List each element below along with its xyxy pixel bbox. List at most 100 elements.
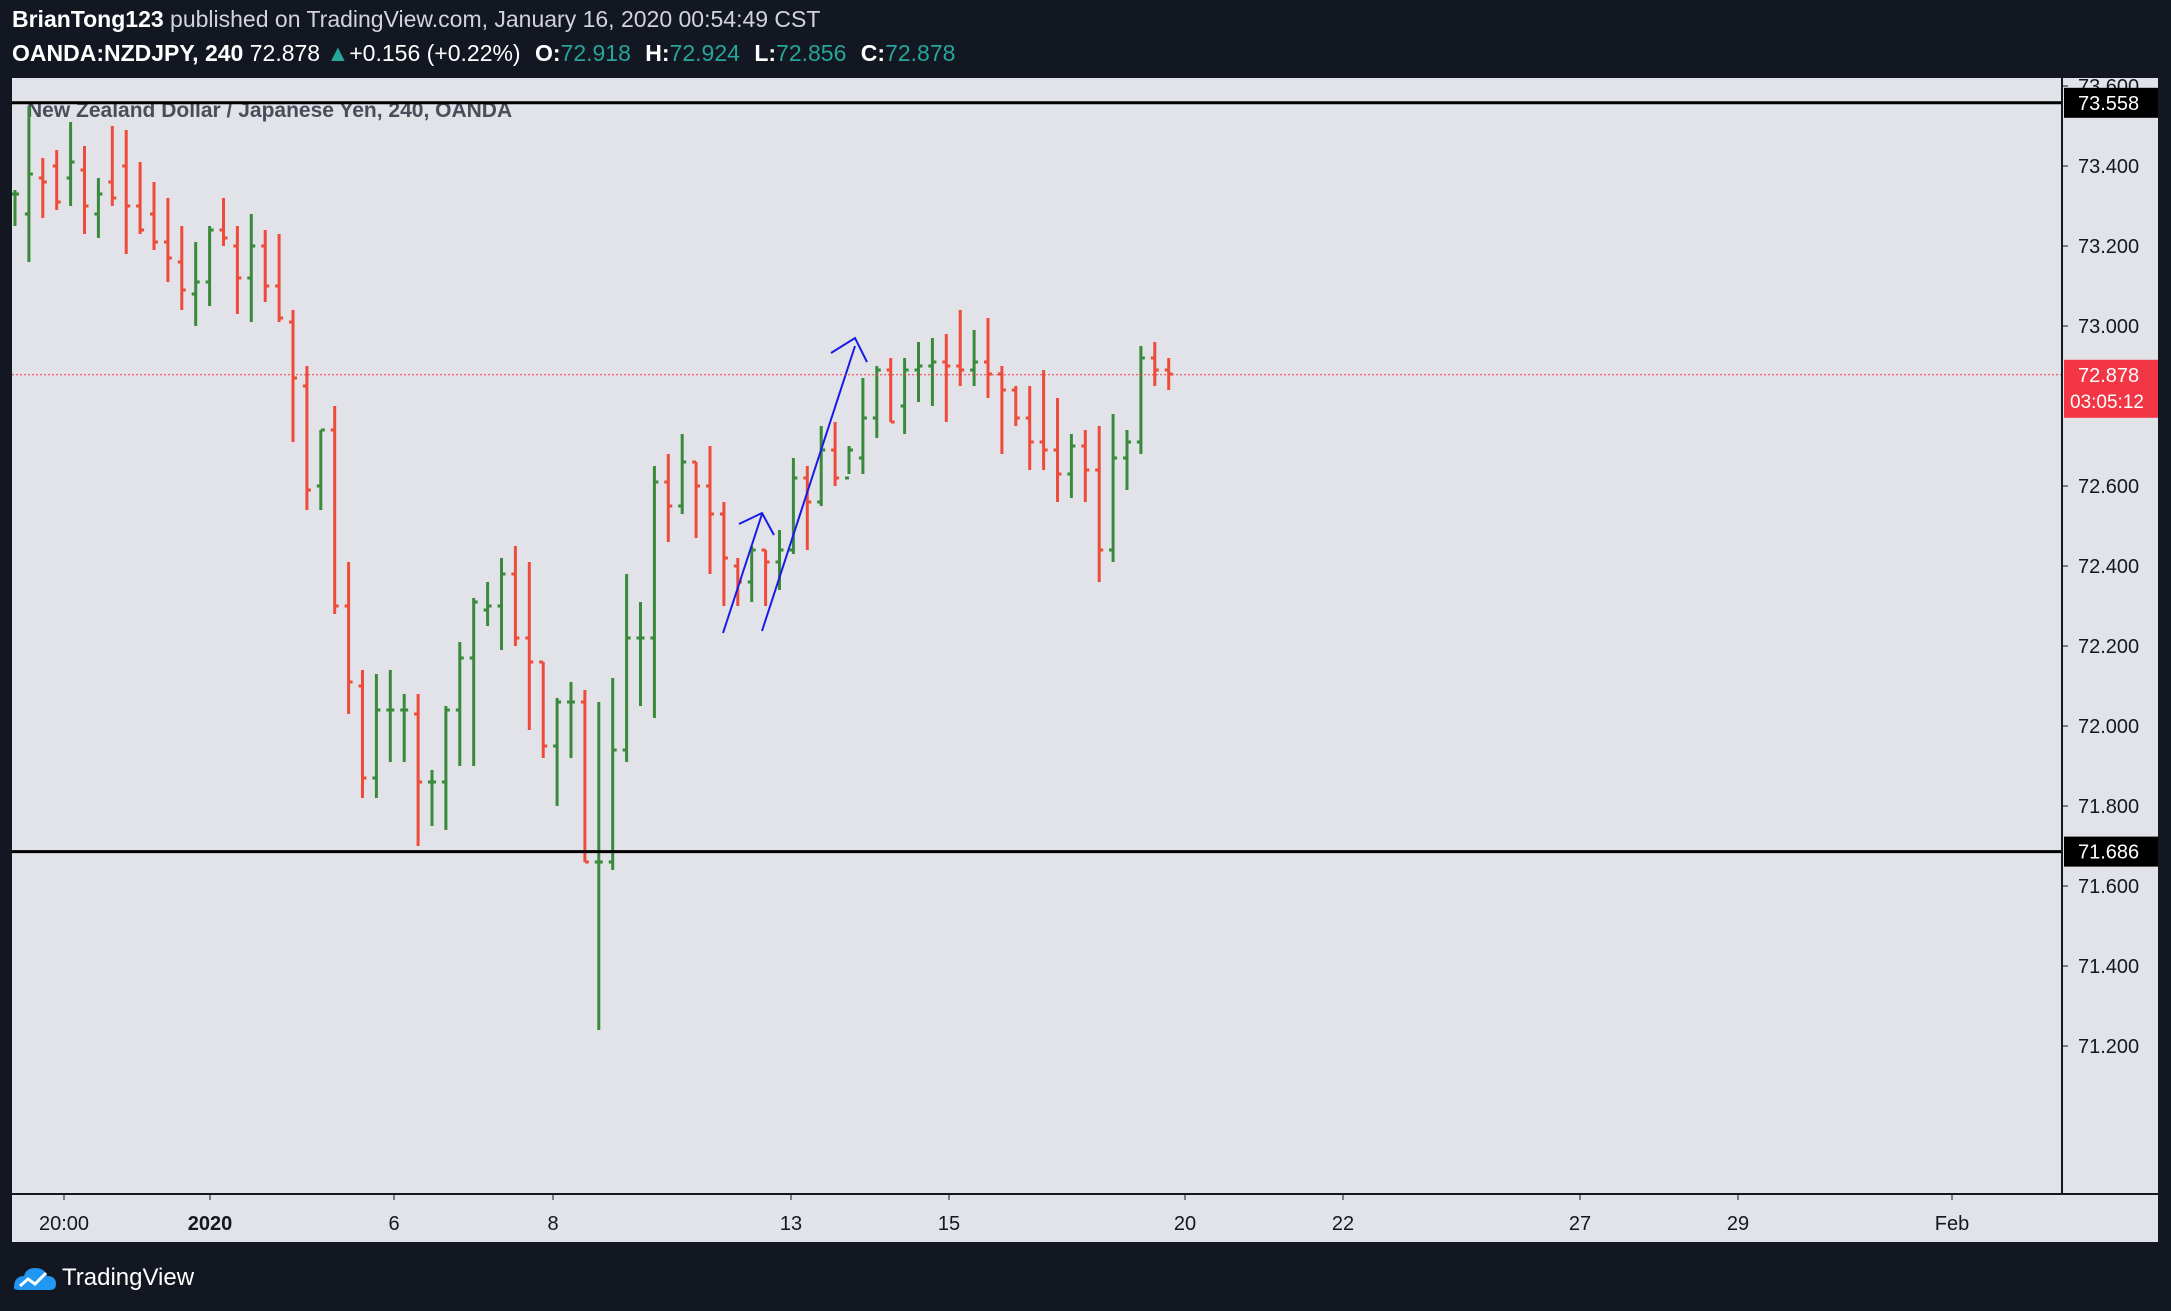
ohlc-bar bbox=[205, 226, 214, 306]
price-chart[interactable]: New Zealand Dollar / Japanese Yen, 240, … bbox=[11, 0, 2158, 1242]
low-label: L: bbox=[754, 40, 777, 66]
line-price-tag bbox=[2064, 87, 2158, 118]
line-price-tag-label: 71.686 bbox=[2078, 842, 2139, 864]
time-axis-labels: 20:00 2020 6 8 13 15 20 22 27 29 Feb bbox=[39, 1194, 1969, 1235]
ohlc-bar bbox=[136, 162, 145, 234]
ohlc-bar bbox=[845, 446, 853, 480]
y-tick-label: 73.000 bbox=[2078, 316, 2139, 338]
price-tags: 73.558 71.686 72.878 03:05:12 bbox=[2064, 87, 2158, 867]
bar-countdown-label: 03:05:12 bbox=[2070, 392, 2144, 413]
ohlc-bar bbox=[441, 706, 450, 830]
ohlc-bar bbox=[38, 158, 47, 218]
ohlc-bar bbox=[66, 122, 75, 206]
publish-info: BrianTong123 published on TradingView.co… bbox=[12, 6, 820, 33]
ohlc-bar bbox=[580, 690, 589, 864]
price-axis[interactable] bbox=[2062, 78, 2158, 1242]
ohlc-bar bbox=[858, 378, 867, 474]
open-label: O: bbox=[534, 40, 561, 66]
low-value: 72.856 bbox=[776, 40, 847, 66]
x-tick-label: 15 bbox=[938, 1213, 960, 1235]
tradingview-logo-icon[interactable] bbox=[12, 1262, 58, 1292]
ohlc-bar bbox=[831, 422, 840, 486]
y-tick-label: 73.400 bbox=[2078, 156, 2139, 178]
ohlc-bar bbox=[289, 310, 297, 442]
ohlc-bar bbox=[997, 366, 1006, 454]
chart-area[interactable]: New Zealand Dollar / Japanese Yen, 240, … bbox=[11, 0, 2158, 1242]
price-axis-labels: 73.80073.60073.40073.20073.00072.60072.4… bbox=[2062, 0, 2139, 1058]
high-value: 72.924 bbox=[669, 40, 740, 66]
ohlc-bar bbox=[706, 446, 714, 574]
header: BrianTong123 published on TradingView.co… bbox=[0, 0, 2171, 78]
ohlc-bar bbox=[1150, 342, 1159, 386]
y-tick-label: 71.400 bbox=[2078, 956, 2139, 978]
ohlc-bar bbox=[1053, 398, 1062, 502]
arrow-small-head[interactable] bbox=[738, 511, 775, 536]
ohlc-bar bbox=[803, 466, 812, 550]
ohlc-bar bbox=[900, 358, 909, 434]
y-tick-label: 72.000 bbox=[2078, 716, 2139, 738]
ohlc-bar bbox=[789, 458, 798, 554]
ohlc-bar bbox=[650, 466, 659, 718]
price-bars bbox=[11, 106, 1173, 1030]
ohlc-bar bbox=[942, 334, 951, 422]
ohlc-bar bbox=[525, 562, 534, 730]
close-value: 72.878 bbox=[885, 40, 956, 66]
ohlc-bar bbox=[233, 226, 242, 314]
ohlc-bar bbox=[302, 366, 311, 510]
x-tick-label: 20 bbox=[1174, 1213, 1196, 1235]
line-price-tag-label: 73.558 bbox=[2078, 93, 2139, 115]
ohlc-bar bbox=[636, 602, 645, 706]
ohlc-bar bbox=[747, 546, 756, 602]
last-price-tag bbox=[2064, 359, 2158, 418]
symbol-info: OANDA:NZDJPY, 240 72.878 ▲+0.156 (+0.22%… bbox=[12, 40, 955, 67]
ohlc-bar bbox=[52, 150, 61, 210]
close-label: C: bbox=[860, 40, 886, 66]
chart-title: New Zealand Dollar / Japanese Yen, 240, … bbox=[27, 99, 512, 122]
ohlc-bar bbox=[483, 582, 492, 626]
tradingview-brand[interactable]: TradingView bbox=[62, 1264, 195, 1291]
ohlc-bar bbox=[344, 562, 353, 714]
ohlc-bar bbox=[872, 366, 881, 438]
ohlc-bar bbox=[1123, 430, 1131, 490]
ohlc-bar bbox=[761, 548, 770, 606]
arrow-large-head[interactable] bbox=[830, 336, 868, 363]
ohlc-bar bbox=[984, 318, 992, 398]
ohlc-bar bbox=[692, 460, 701, 538]
ohlc-bar bbox=[386, 670, 395, 762]
open-value: 72.918 bbox=[560, 40, 631, 66]
ohlc-bar bbox=[678, 434, 687, 514]
ohlc-bar bbox=[886, 358, 895, 424]
x-tick-label: 13 bbox=[780, 1213, 802, 1235]
x-tick-label: 27 bbox=[1569, 1213, 1591, 1235]
ohlc-bar bbox=[553, 698, 562, 806]
ohlc-bar bbox=[594, 702, 603, 1030]
trend-arrows[interactable] bbox=[722, 336, 868, 634]
ohlc-bar bbox=[372, 674, 381, 798]
high-label: H: bbox=[645, 40, 670, 66]
arrow-large[interactable] bbox=[761, 345, 856, 632]
ohlc-bar bbox=[1081, 430, 1090, 502]
ohlc-bar bbox=[567, 682, 575, 758]
ohlc-bar bbox=[414, 694, 423, 846]
time-axis[interactable] bbox=[12, 1194, 2158, 1242]
ohlc-bar bbox=[80, 146, 89, 234]
horizontal-lines[interactable] bbox=[12, 101, 2062, 854]
price-change: +0.156 (+0.22%) bbox=[349, 40, 521, 66]
ohlc-bar bbox=[11, 190, 19, 226]
ohlc-bar bbox=[219, 198, 228, 246]
ohlc-bar bbox=[177, 226, 186, 310]
symbol-label: OANDA:NZDJPY, 240 bbox=[12, 40, 244, 66]
ohlc-bar bbox=[330, 406, 339, 614]
x-tick-label: 8 bbox=[547, 1213, 558, 1235]
ohlc-bar bbox=[455, 642, 464, 766]
x-tick-label: 22 bbox=[1332, 1213, 1354, 1235]
author-name[interactable]: BrianTong123 bbox=[12, 6, 164, 32]
line-price-tag bbox=[2064, 836, 2158, 867]
ohlc-bar bbox=[1067, 434, 1076, 498]
ohlc-bar bbox=[622, 574, 631, 762]
last-price: 72.878 bbox=[249, 40, 321, 66]
y-tick-label: 73.200 bbox=[2078, 236, 2139, 258]
ohlc-bar bbox=[275, 234, 284, 322]
arrow-small[interactable] bbox=[722, 513, 763, 634]
y-tick-label: 72.600 bbox=[2078, 476, 2139, 498]
